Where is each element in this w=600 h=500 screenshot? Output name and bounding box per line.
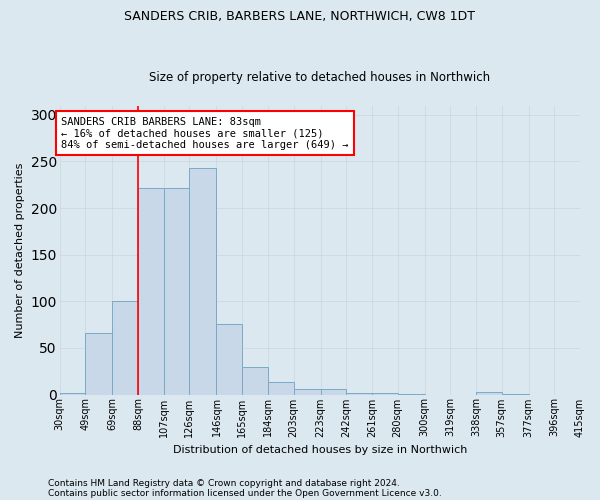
Bar xyxy=(164,188,190,394)
Text: SANDERS CRIB BARBERS LANE: 83sqm
← 16% of detached houses are smaller (125)
84% : SANDERS CRIB BARBERS LANE: 83sqm ← 16% o… xyxy=(61,116,349,150)
X-axis label: Distribution of detached houses by size in Northwich: Distribution of detached houses by size … xyxy=(173,445,467,455)
Text: SANDERS CRIB, BARBERS LANE, NORTHWICH, CW8 1DT: SANDERS CRIB, BARBERS LANE, NORTHWICH, C… xyxy=(125,10,476,23)
Bar xyxy=(476,392,502,394)
Text: Contains HM Land Registry data © Crown copyright and database right 2024.: Contains HM Land Registry data © Crown c… xyxy=(48,478,400,488)
Bar xyxy=(190,168,217,394)
Bar xyxy=(320,389,346,394)
Bar xyxy=(372,392,398,394)
Bar xyxy=(112,302,138,394)
Bar xyxy=(138,188,164,394)
Bar xyxy=(346,392,372,394)
Title: Size of property relative to detached houses in Northwich: Size of property relative to detached ho… xyxy=(149,70,490,84)
Text: Contains public sector information licensed under the Open Government Licence v3: Contains public sector information licen… xyxy=(48,488,442,498)
Bar xyxy=(217,324,242,394)
Bar xyxy=(85,333,112,394)
Bar xyxy=(268,382,293,394)
Bar xyxy=(60,392,85,394)
Bar xyxy=(293,389,320,394)
Y-axis label: Number of detached properties: Number of detached properties xyxy=(15,162,25,338)
Bar xyxy=(242,366,268,394)
